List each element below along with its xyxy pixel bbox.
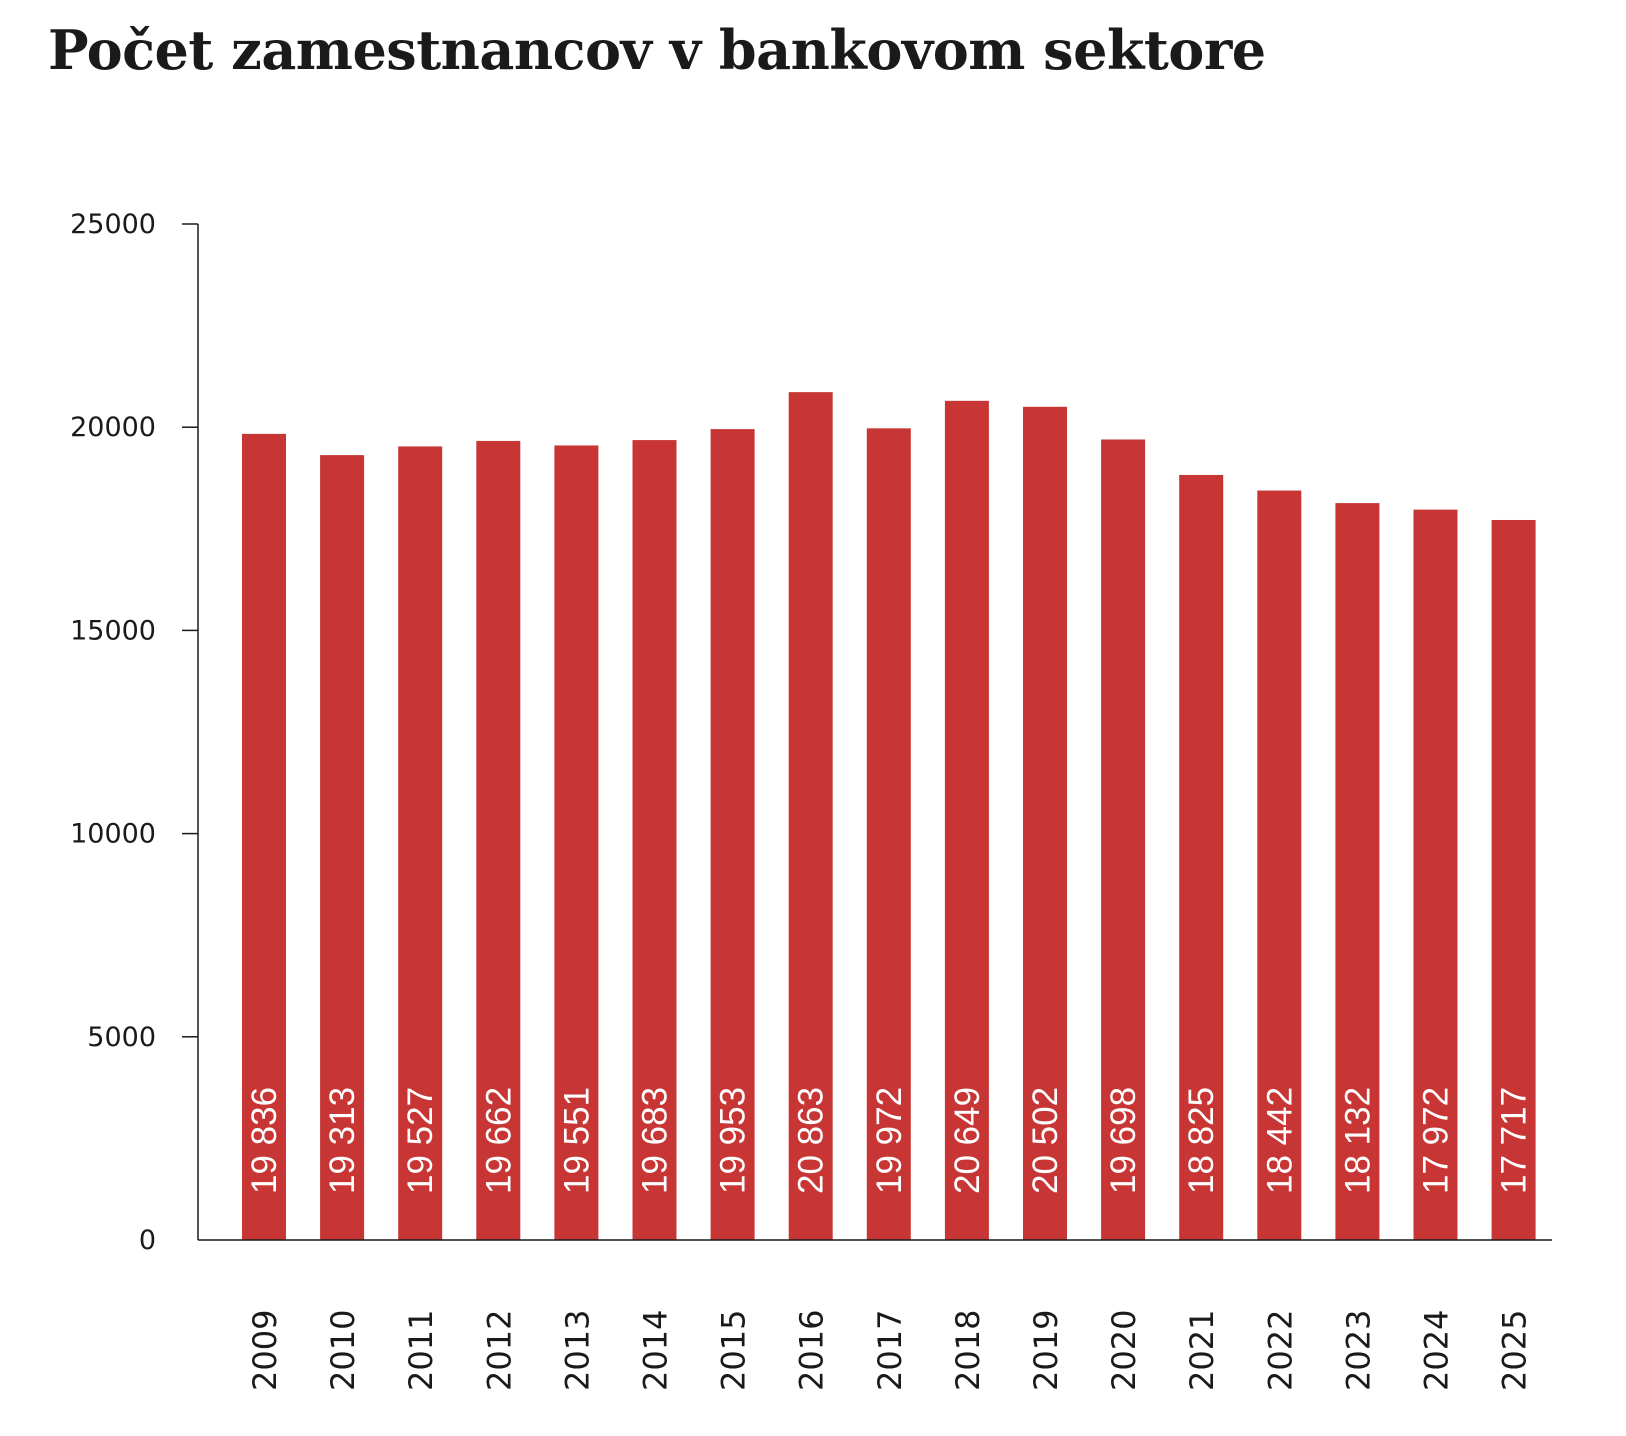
x-tick-label: 2013 bbox=[558, 1310, 596, 1391]
bar-2013 bbox=[554, 445, 599, 1240]
x-axis: 2009 2010 2011 2012 2013 2014 2015 2016 2017 2018… bbox=[198, 1239, 1552, 1391]
x-tick-label: 2019 bbox=[1027, 1310, 1065, 1391]
bar-2018 bbox=[944, 400, 989, 1240]
value-label: 19 551 bbox=[557, 1087, 596, 1194]
value-label: 19 698 bbox=[1104, 1087, 1143, 1194]
bar-2010 bbox=[320, 455, 365, 1240]
x-tick-label: 2015 bbox=[715, 1310, 753, 1391]
value-label: 19 527 bbox=[401, 1087, 440, 1194]
bar-2024 bbox=[1413, 509, 1458, 1240]
x-tick-label: 2025 bbox=[1496, 1310, 1534, 1391]
x-tick-label: 2009 bbox=[246, 1310, 284, 1391]
bar-2021 bbox=[1179, 474, 1224, 1240]
bar-2019 bbox=[1023, 406, 1067, 1240]
y-tick-label: 5000 bbox=[87, 1022, 156, 1053]
bar-2014 bbox=[632, 440, 677, 1240]
x-tick-label: 2012 bbox=[480, 1310, 518, 1391]
bar-2017 bbox=[866, 428, 911, 1241]
x-tick-label: 2022 bbox=[1261, 1310, 1299, 1391]
y-tick-label: 25000 bbox=[70, 209, 156, 240]
bar-2011 bbox=[398, 446, 443, 1240]
bar-2025 bbox=[1491, 519, 1536, 1240]
value-label: 17 717 bbox=[1495, 1087, 1534, 1194]
bar-2012 bbox=[476, 440, 521, 1241]
value-label: 19 683 bbox=[636, 1087, 675, 1194]
bar-2023 bbox=[1335, 503, 1380, 1241]
value-label: 18 825 bbox=[1182, 1087, 1221, 1194]
x-tick-label: 2011 bbox=[402, 1310, 440, 1391]
y-axis: 0 5000 10000 15000 20000 25000 bbox=[70, 209, 199, 1256]
value-label: 19 953 bbox=[714, 1087, 753, 1194]
x-tick-label: 2024 bbox=[1418, 1310, 1456, 1391]
value-label: 19 836 bbox=[245, 1087, 284, 1194]
value-label: 17 972 bbox=[1417, 1087, 1456, 1194]
bar-2022 bbox=[1257, 490, 1302, 1241]
bar-2020 bbox=[1101, 439, 1146, 1240]
y-tick-label: 0 bbox=[139, 1225, 156, 1256]
x-tick-label: 2010 bbox=[324, 1310, 362, 1391]
value-label: 20 502 bbox=[1026, 1087, 1065, 1194]
value-label: 18 132 bbox=[1338, 1087, 1377, 1194]
y-tick-label: 10000 bbox=[70, 819, 156, 850]
bar-2016 bbox=[788, 392, 833, 1240]
bar-2009 bbox=[242, 433, 286, 1240]
value-label: 19 313 bbox=[323, 1087, 362, 1194]
value-label: 19 662 bbox=[479, 1087, 518, 1194]
value-label: 18 442 bbox=[1260, 1087, 1299, 1194]
chart-title: Počet zamestnancov v bankovom sektore bbox=[48, 18, 1266, 82]
x-tick-label: 2016 bbox=[793, 1310, 831, 1391]
y-tick-label: 15000 bbox=[70, 615, 156, 646]
x-tick-label: 2017 bbox=[871, 1310, 909, 1391]
x-tick-label: 2014 bbox=[637, 1310, 675, 1391]
bar-2015 bbox=[710, 429, 755, 1240]
x-tick-label: 2023 bbox=[1339, 1310, 1377, 1391]
y-tick-label: 20000 bbox=[70, 412, 156, 443]
value-label: 20 863 bbox=[792, 1087, 831, 1194]
x-tick-label: 2021 bbox=[1183, 1310, 1221, 1391]
bars: 19 836 19 313 19 527 19 662 19 551 19 683 19 9… bbox=[242, 392, 1536, 1241]
x-tick-label: 2018 bbox=[949, 1310, 987, 1391]
value-label: 19 972 bbox=[870, 1087, 909, 1194]
value-label: 20 649 bbox=[948, 1087, 987, 1194]
x-tick-label: 2020 bbox=[1105, 1310, 1143, 1391]
